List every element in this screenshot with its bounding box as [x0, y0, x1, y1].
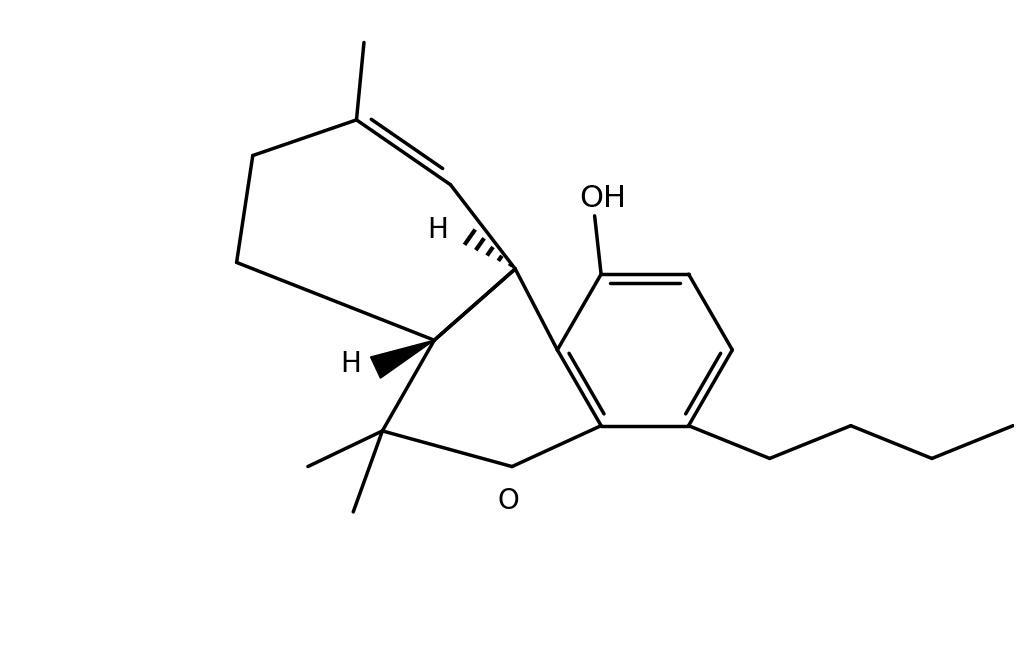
Text: H: H	[428, 216, 449, 244]
Text: H: H	[340, 351, 361, 378]
Text: OH: OH	[579, 183, 626, 213]
Polygon shape	[371, 340, 434, 378]
Text: O: O	[498, 487, 519, 515]
